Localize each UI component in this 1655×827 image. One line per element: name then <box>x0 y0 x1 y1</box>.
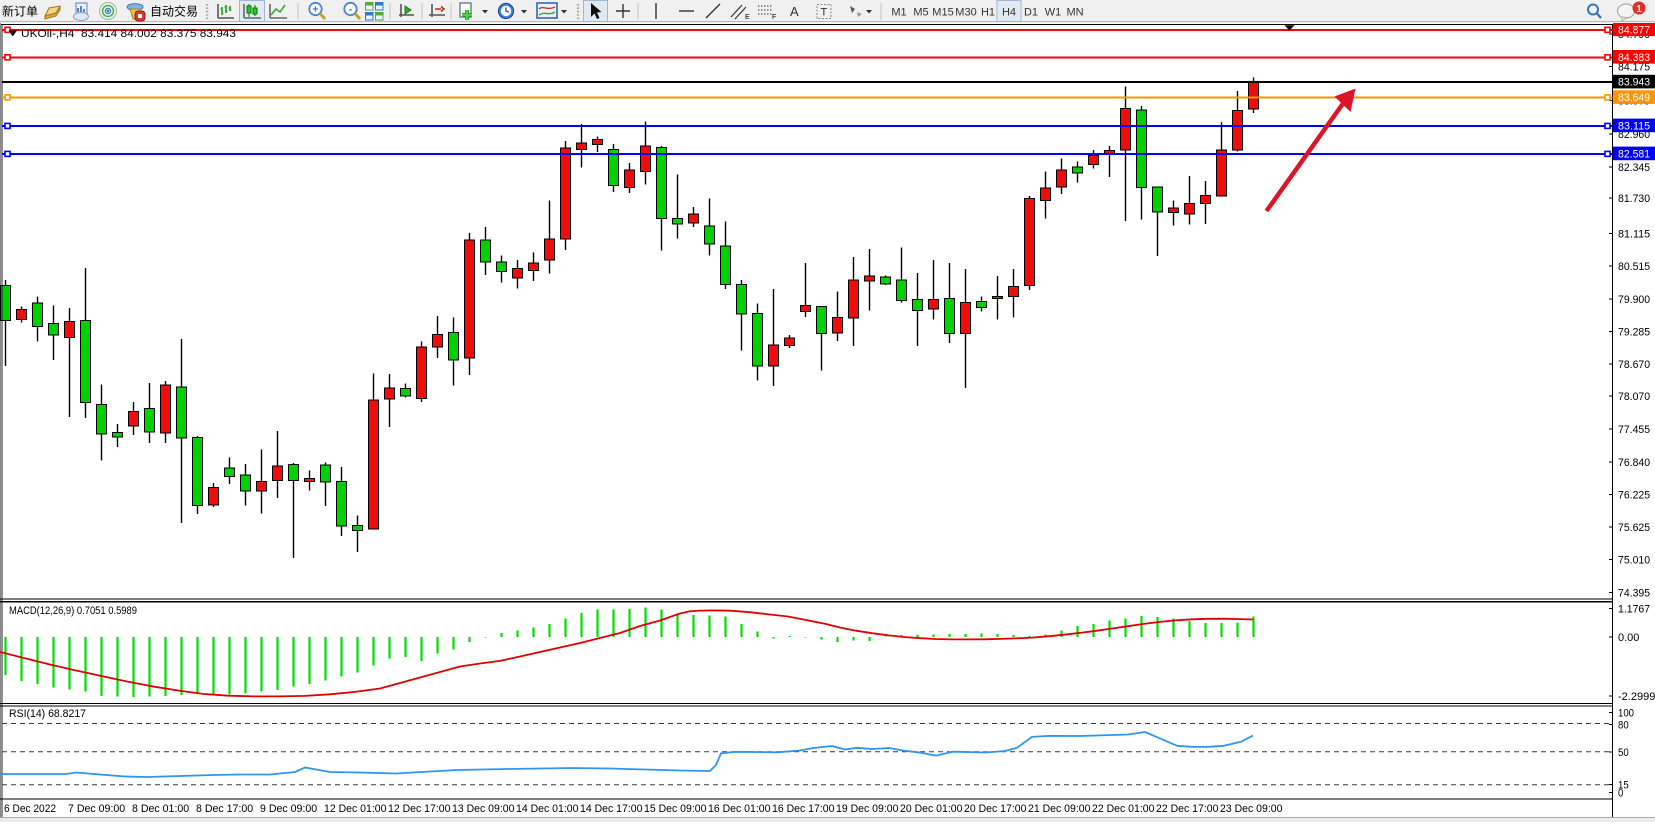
svg-text:12 Dec 17:00: 12 Dec 17:00 <box>388 803 450 815</box>
svg-text:16 Dec 17:00: 16 Dec 17:00 <box>772 803 834 815</box>
svg-text:0.00: 0.00 <box>1618 632 1639 644</box>
svg-text:T: T <box>821 7 828 19</box>
svg-text:-: - <box>349 4 353 16</box>
svg-text:0: 0 <box>1618 788 1623 800</box>
svg-text:M5: M5 <box>913 7 928 19</box>
svg-text:82.581: 82.581 <box>1618 148 1650 160</box>
svg-text:79.285: 79.285 <box>1618 327 1650 339</box>
svg-text:84.877: 84.877 <box>1618 24 1650 36</box>
svg-text:77.455: 77.455 <box>1618 424 1650 436</box>
svg-text:W1: W1 <box>1045 7 1062 19</box>
svg-text:9 Dec 09:00: 9 Dec 09:00 <box>260 803 317 815</box>
svg-text:75.010: 75.010 <box>1618 555 1650 567</box>
svg-text:8 Dec 01:00: 8 Dec 01:00 <box>132 803 189 815</box>
svg-text:MN: MN <box>1066 7 1083 19</box>
svg-text:83.649: 83.649 <box>1618 92 1650 104</box>
svg-text:50: 50 <box>1618 747 1629 759</box>
svg-text:H4: H4 <box>1002 7 1016 19</box>
svg-text:84.175: 84.175 <box>1618 62 1650 74</box>
svg-text:15 Dec 09:00: 15 Dec 09:00 <box>644 803 706 815</box>
svg-text:-2.2999: -2.2999 <box>1618 691 1655 703</box>
svg-text:M15: M15 <box>932 7 953 19</box>
svg-text:1.1767: 1.1767 <box>1618 604 1650 616</box>
svg-text:22 Dec 01:00: 22 Dec 01:00 <box>1092 803 1154 815</box>
svg-text:8 Dec 17:00: 8 Dec 17:00 <box>196 803 253 815</box>
svg-text:15: 15 <box>1618 780 1629 792</box>
svg-text:RSI(14) 68.8217: RSI(14) 68.8217 <box>9 708 86 720</box>
svg-text:16 Dec 01:00: 16 Dec 01:00 <box>708 803 770 815</box>
svg-text:78.070: 78.070 <box>1618 391 1650 403</box>
svg-text:+: + <box>312 4 318 16</box>
svg-text:M1: M1 <box>891 7 906 19</box>
svg-text:UKOil-,H4 83.414 84.002 83.37: UKOil-,H4 83.414 84.002 83.375 83.943 <box>21 28 236 40</box>
svg-text:80: 80 <box>1618 720 1629 732</box>
svg-text:14 Dec 17:00: 14 Dec 17:00 <box>580 803 642 815</box>
svg-text:7 Dec 09:00: 7 Dec 09:00 <box>68 803 125 815</box>
svg-text:84.383: 84.383 <box>1618 52 1650 64</box>
svg-text:20 Dec 01:00: 20 Dec 01:00 <box>900 803 962 815</box>
svg-text:80.515: 80.515 <box>1618 261 1650 273</box>
svg-text:E: E <box>745 14 750 21</box>
svg-text:23 Dec 09:00: 23 Dec 09:00 <box>1220 803 1282 815</box>
svg-text:79.900: 79.900 <box>1618 294 1650 306</box>
svg-text:74.395: 74.395 <box>1618 588 1650 600</box>
svg-text:83.943: 83.943 <box>1618 77 1650 89</box>
svg-text:20 Dec 17:00: 20 Dec 17:00 <box>964 803 1026 815</box>
svg-text:13 Dec 09:00: 13 Dec 09:00 <box>452 803 514 815</box>
svg-text:75.625: 75.625 <box>1618 522 1650 534</box>
svg-text:76.840: 76.840 <box>1618 457 1650 469</box>
svg-text:A: A <box>790 4 799 19</box>
svg-text:自动交易: 自动交易 <box>150 4 198 19</box>
svg-text:12 Dec 01:00: 12 Dec 01:00 <box>324 803 386 815</box>
svg-text:D1: D1 <box>1024 7 1038 19</box>
svg-text:22 Dec 17:00: 22 Dec 17:00 <box>1156 803 1218 815</box>
svg-text:81.115: 81.115 <box>1618 229 1650 241</box>
svg-text:81.730: 81.730 <box>1618 193 1650 205</box>
svg-text:76.225: 76.225 <box>1618 490 1650 502</box>
svg-text:100: 100 <box>1618 708 1634 720</box>
svg-text:6 Dec 2022: 6 Dec 2022 <box>4 803 56 815</box>
svg-text:78.670: 78.670 <box>1618 359 1650 371</box>
svg-text:H1: H1 <box>981 7 995 19</box>
svg-text:F: F <box>772 14 776 21</box>
svg-text:82.345: 82.345 <box>1618 162 1650 174</box>
svg-text:新订单: 新订单 <box>2 4 38 19</box>
svg-text:MACD(12,26,9) 0.7051 0.5989: MACD(12,26,9) 0.7051 0.5989 <box>9 605 137 617</box>
svg-text:1: 1 <box>1636 4 1642 15</box>
svg-text:83.115: 83.115 <box>1618 120 1650 132</box>
svg-text:M30: M30 <box>955 7 976 19</box>
svg-text:19 Dec 09:00: 19 Dec 09:00 <box>836 803 898 815</box>
svg-text:14 Dec 01:00: 14 Dec 01:00 <box>516 803 578 815</box>
svg-text:21 Dec 09:00: 21 Dec 09:00 <box>1028 803 1090 815</box>
